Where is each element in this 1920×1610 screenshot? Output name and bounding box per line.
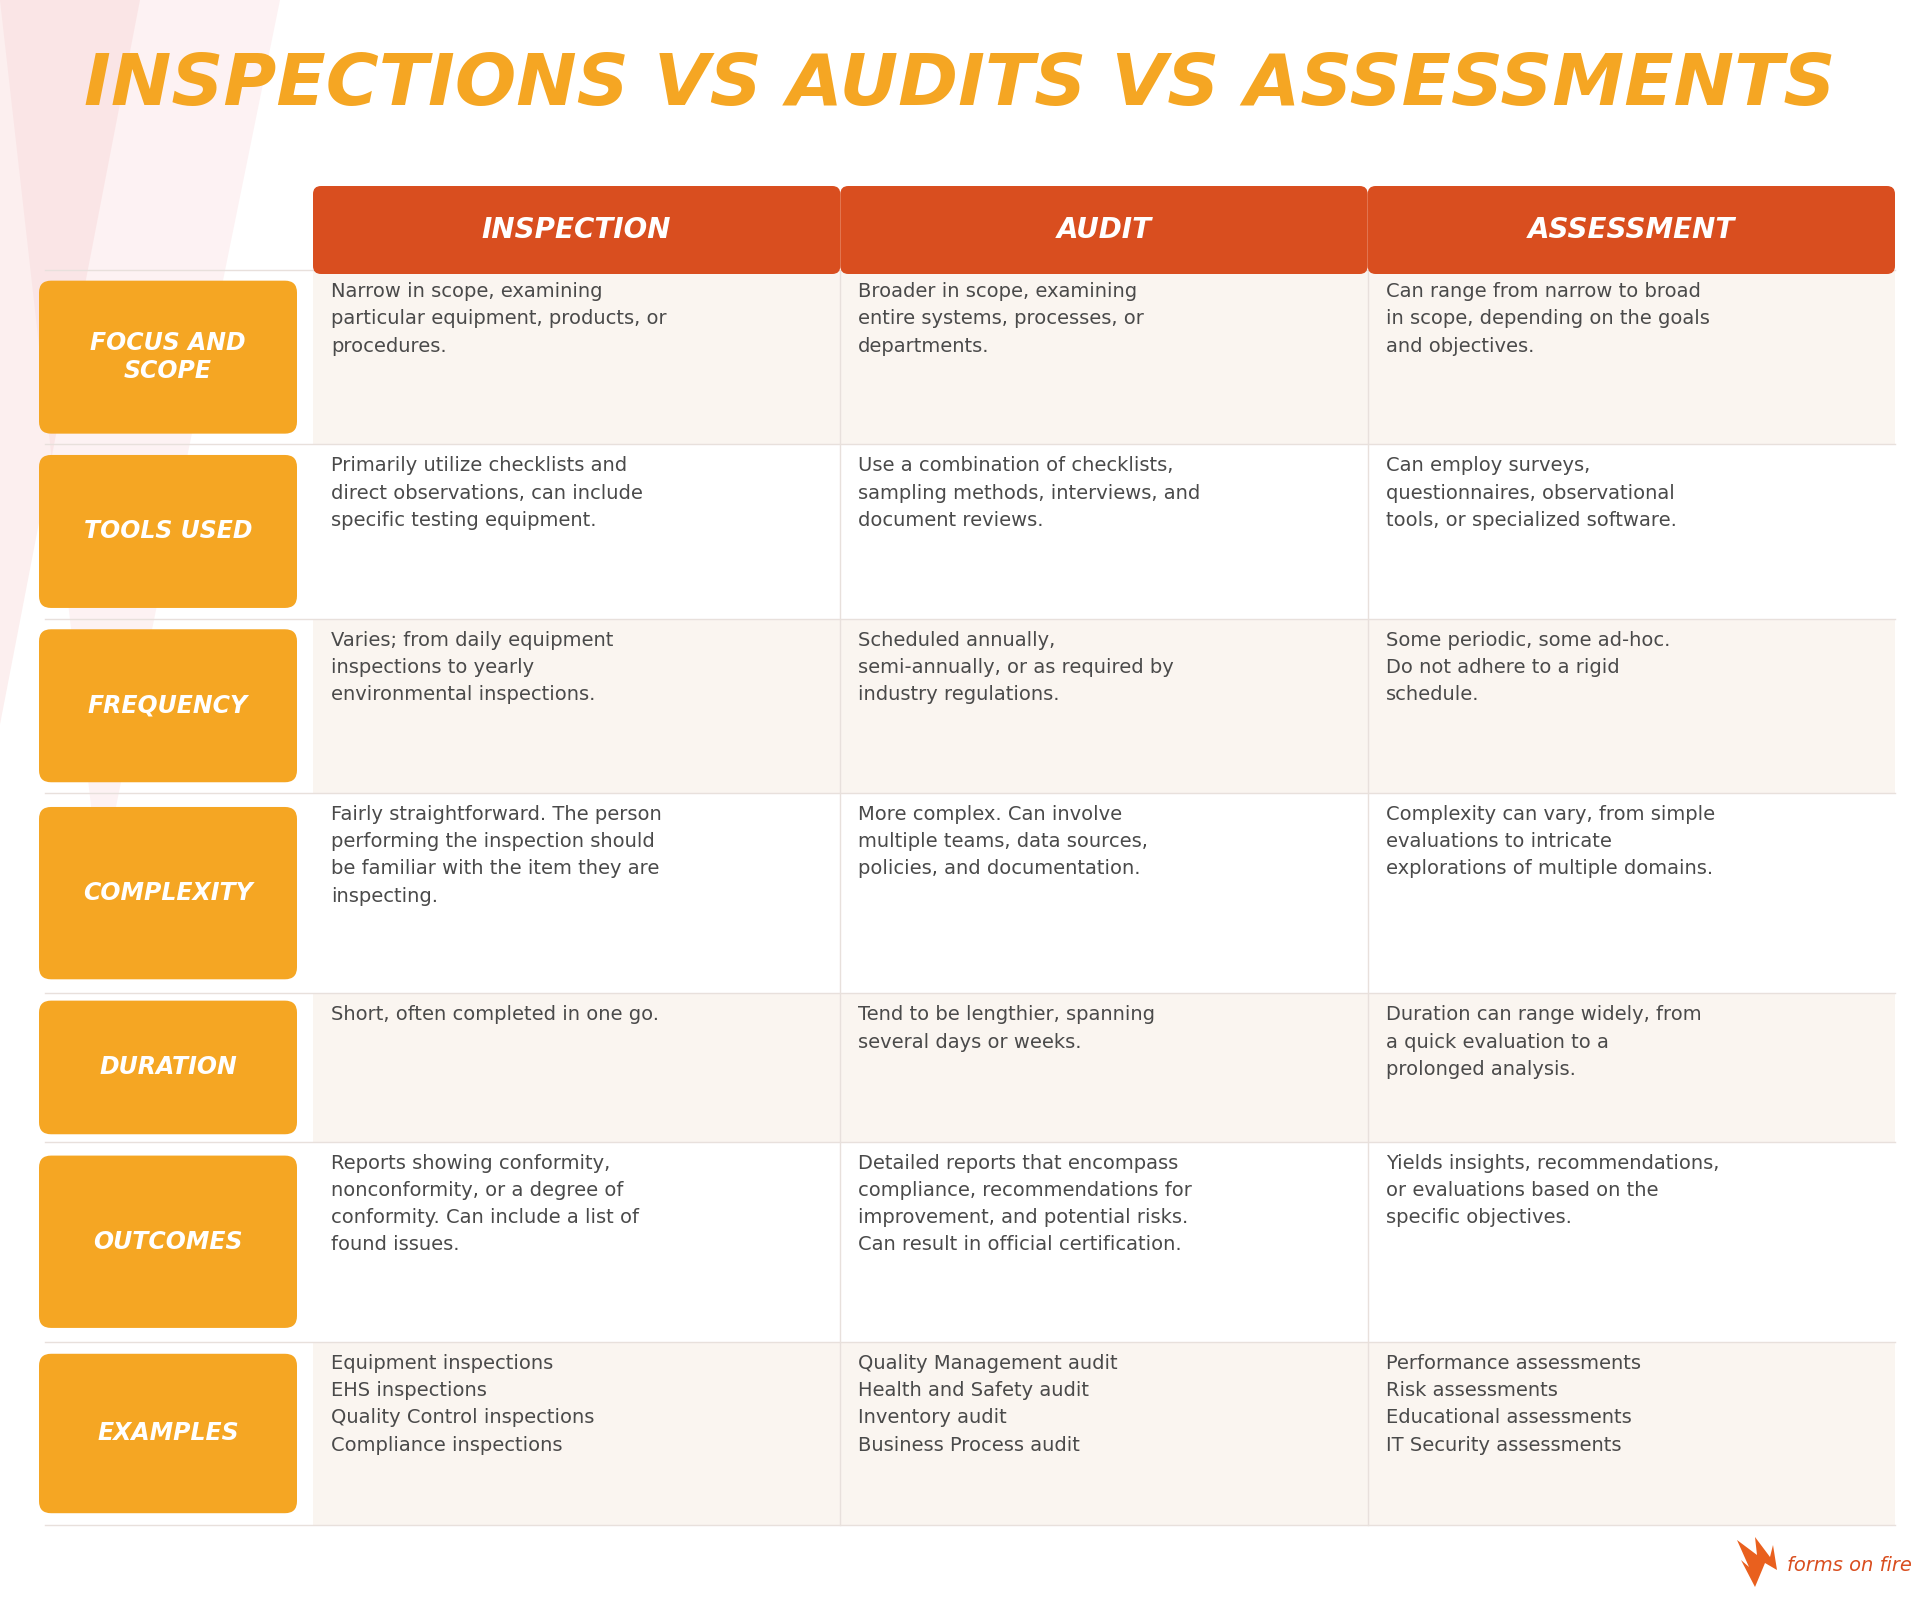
Text: Can range from narrow to broad
in scope, depending on the goals
and objectives.: Can range from narrow to broad in scope,… bbox=[1386, 282, 1709, 356]
Text: ASSESSMENT: ASSESSMENT bbox=[1528, 216, 1736, 245]
Text: Use a combination of checklists,
sampling methods, interviews, and
document revi: Use a combination of checklists, samplin… bbox=[858, 456, 1200, 530]
Text: More complex. Can involve
multiple teams, data sources,
policies, and documentat: More complex. Can involve multiple teams… bbox=[858, 805, 1148, 879]
Text: Broader in scope, examining
entire systems, processes, or
departments.: Broader in scope, examining entire syste… bbox=[858, 282, 1144, 356]
FancyBboxPatch shape bbox=[38, 1001, 298, 1135]
Text: AUDIT: AUDIT bbox=[1056, 216, 1152, 245]
Text: INSPECTIONS VS AUDITS VS ASSESSMENTS: INSPECTIONS VS AUDITS VS ASSESSMENTS bbox=[84, 50, 1836, 119]
FancyBboxPatch shape bbox=[38, 1354, 298, 1513]
Text: OUTCOMES: OUTCOMES bbox=[94, 1230, 242, 1254]
Text: DURATION: DURATION bbox=[100, 1056, 236, 1079]
Text: Fairly straightforward. The person
performing the inspection should
be familiar : Fairly straightforward. The person perfo… bbox=[330, 805, 662, 906]
Bar bbox=[313, 1343, 1895, 1525]
FancyBboxPatch shape bbox=[38, 807, 298, 979]
Text: EXAMPLES: EXAMPLES bbox=[98, 1422, 238, 1446]
Text: FREQUENCY: FREQUENCY bbox=[88, 694, 248, 718]
Text: Quality Management audit
Health and Safety audit
Inventory audit
Business Proces: Quality Management audit Health and Safe… bbox=[858, 1354, 1117, 1455]
Text: COMPLEXITY: COMPLEXITY bbox=[83, 881, 253, 905]
Text: Tend to be lengthier, spanning
several days or weeks.: Tend to be lengthier, spanning several d… bbox=[858, 1005, 1156, 1051]
Text: Narrow in scope, examining
particular equipment, products, or
procedures.: Narrow in scope, examining particular eq… bbox=[330, 282, 666, 356]
Text: TOOLS USED: TOOLS USED bbox=[84, 520, 252, 544]
Text: Yields insights, recommendations,
or evaluations based on the
specific objective: Yields insights, recommendations, or eva… bbox=[1386, 1153, 1718, 1227]
Text: forms on fire: forms on fire bbox=[1788, 1555, 1912, 1575]
Text: Some periodic, some ad-hoc.
Do not adhere to a rigid
schedule.: Some periodic, some ad-hoc. Do not adher… bbox=[1386, 631, 1670, 704]
Bar bbox=[313, 993, 1895, 1141]
FancyBboxPatch shape bbox=[313, 187, 841, 274]
Text: Short, often completed in one go.: Short, often completed in one go. bbox=[330, 1005, 659, 1024]
Bar bbox=[313, 270, 1895, 444]
Text: Duration can range widely, from
a quick evaluation to a
prolonged analysis.: Duration can range widely, from a quick … bbox=[1386, 1005, 1701, 1079]
Polygon shape bbox=[0, 0, 280, 886]
FancyBboxPatch shape bbox=[38, 1156, 298, 1328]
Bar bbox=[313, 618, 1895, 792]
FancyBboxPatch shape bbox=[1367, 187, 1895, 274]
Polygon shape bbox=[0, 0, 140, 724]
Text: Primarily utilize checklists and
direct observations, can include
specific testi: Primarily utilize checklists and direct … bbox=[330, 456, 643, 530]
Bar bbox=[313, 444, 1895, 618]
Text: Varies; from daily equipment
inspections to yearly
environmental inspections.: Varies; from daily equipment inspections… bbox=[330, 631, 612, 704]
Text: Performance assessments
Risk assessments
Educational assessments
IT Security ass: Performance assessments Risk assessments… bbox=[1386, 1354, 1642, 1455]
Text: Reports showing conformity,
nonconformity, or a degree of
conformity. Can includ: Reports showing conformity, nonconformit… bbox=[330, 1153, 639, 1254]
Text: INSPECTION: INSPECTION bbox=[482, 216, 672, 245]
FancyBboxPatch shape bbox=[38, 280, 298, 433]
Text: Equipment inspections
EHS inspections
Quality Control inspections
Compliance ins: Equipment inspections EHS inspections Qu… bbox=[330, 1354, 595, 1455]
Text: Can employ surveys,
questionnaires, observational
tools, or specialized software: Can employ surveys, questionnaires, obse… bbox=[1386, 456, 1676, 530]
Text: Detailed reports that encompass
compliance, recommendations for
improvement, and: Detailed reports that encompass complian… bbox=[858, 1153, 1192, 1254]
FancyBboxPatch shape bbox=[841, 187, 1367, 274]
Text: Scheduled annually,
semi-annually, or as required by
industry regulations.: Scheduled annually, semi-annually, or as… bbox=[858, 631, 1175, 704]
FancyBboxPatch shape bbox=[38, 630, 298, 782]
FancyBboxPatch shape bbox=[38, 456, 298, 609]
Polygon shape bbox=[1738, 1538, 1778, 1587]
Text: Complexity can vary, from simple
evaluations to intricate
explorations of multip: Complexity can vary, from simple evaluat… bbox=[1386, 805, 1715, 879]
Bar bbox=[313, 792, 1895, 993]
Text: FOCUS AND
SCOPE: FOCUS AND SCOPE bbox=[90, 332, 246, 383]
Bar bbox=[313, 1141, 1895, 1343]
